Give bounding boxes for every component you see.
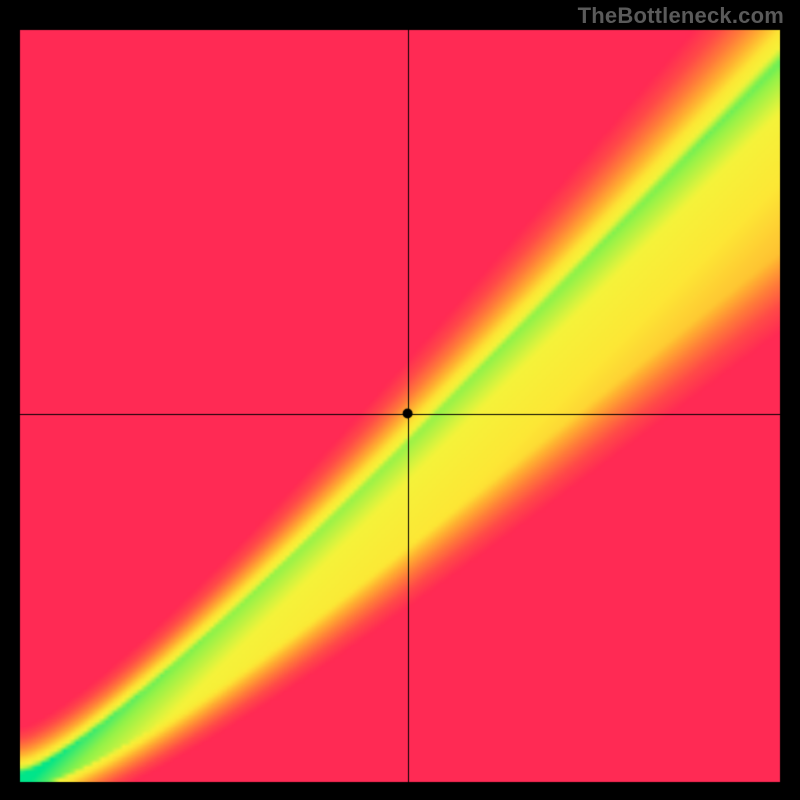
chart-container: TheBottleneck.com [0, 0, 800, 800]
watermark-text: TheBottleneck.com [578, 3, 784, 29]
bottleneck-heatmap-canvas [0, 0, 800, 800]
